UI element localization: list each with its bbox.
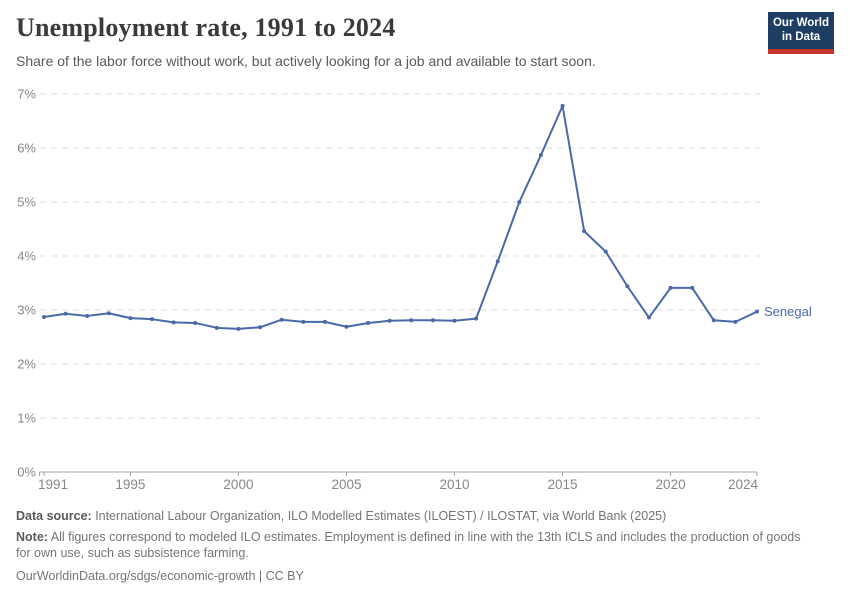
unemployment-line-chart[interactable]: 0% 1% 2% 3% 4% 5% 6% 7% 1991 1995 2000 2005 2010 2015… [0, 80, 850, 505]
data-point[interactable] [258, 325, 263, 330]
note-line: Note: All figures correspond to modeled … [16, 529, 816, 561]
data-point[interactable] [495, 259, 500, 264]
data-point[interactable] [733, 319, 738, 324]
data-point[interactable] [301, 319, 306, 324]
data-point[interactable] [150, 317, 155, 322]
data-point[interactable] [474, 316, 479, 321]
data-point[interactable] [452, 318, 457, 323]
data-point[interactable] [85, 313, 90, 318]
x-axis-tick-label: 2000 [223, 477, 253, 492]
x-axis-tick-label: 2015 [548, 477, 578, 492]
data-point[interactable] [236, 326, 241, 331]
data-point[interactable] [42, 315, 46, 320]
data-point[interactable] [538, 153, 543, 158]
data-point[interactable] [625, 284, 630, 289]
data-point[interactable] [387, 318, 392, 323]
y-axis-tick-label: 1% [17, 411, 36, 426]
note-label: Note: [16, 530, 48, 544]
owid-logo-line2: in Data [781, 30, 821, 43]
y-axis-tick-label: 6% [17, 141, 36, 156]
data-point[interactable] [668, 285, 673, 290]
page-title: Unemployment rate, 1991 to 2024 [16, 13, 396, 42]
x-axis-tick-label: 1995 [115, 477, 145, 492]
y-axis-tick-label: 4% [17, 249, 36, 264]
data-point[interactable] [560, 103, 565, 108]
citation-line: OurWorldinData.org/sdgs/economic-growth … [16, 569, 304, 583]
data-point[interactable] [63, 311, 68, 316]
x-axis-tick-label: 2005 [331, 477, 361, 492]
data-point[interactable] [430, 318, 435, 323]
data-source-line: Data source: International Labour Organi… [16, 508, 816, 524]
owid-logo-line1: Our World [772, 17, 829, 29]
chart-subtitle: Share of the labor force without work, b… [16, 53, 596, 69]
chart-footer: Data source: International Labour Organi… [16, 508, 816, 589]
note-text: All figures correspond to modeled ILO es… [16, 530, 801, 560]
data-point[interactable] [711, 318, 716, 323]
y-axis-tick-label: 2% [17, 357, 36, 372]
data-point[interactable] [106, 311, 111, 316]
data-point[interactable] [279, 317, 284, 322]
data-point[interactable] [517, 200, 522, 204]
data-point[interactable] [128, 316, 133, 321]
x-axis-tick-label: 2020 [656, 477, 686, 492]
data-point[interactable] [603, 249, 608, 254]
data-point[interactable] [193, 320, 198, 325]
owid-logo[interactable]: Our World in Data [768, 12, 834, 54]
y-axis-tick-label: 5% [17, 195, 36, 210]
data-point[interactable] [366, 320, 371, 325]
x-axis-tick-label: 2024 [728, 477, 759, 492]
y-axis-tick-label: 0% [17, 465, 36, 480]
x-axis-tick-label: 2010 [439, 477, 469, 492]
y-axis-tick-label: 7% [17, 87, 36, 102]
data-point[interactable] [171, 320, 176, 325]
data-point[interactable] [690, 285, 695, 290]
x-axis-tick-label: 1991 [38, 477, 68, 492]
series-label-senegal[interactable]: Senegal [764, 304, 812, 319]
data-source-label: Data source: [16, 509, 92, 523]
data-source-text: International Labour Organization, ILO M… [91, 509, 667, 523]
data-point[interactable] [214, 325, 219, 330]
data-point[interactable] [582, 229, 587, 234]
senegal-line[interactable] [43, 104, 758, 330]
y-axis-tick-label: 3% [17, 303, 36, 318]
data-point[interactable] [646, 315, 651, 320]
data-point[interactable] [409, 318, 414, 323]
data-point[interactable] [322, 319, 327, 324]
data-point[interactable] [344, 324, 349, 329]
data-point[interactable] [755, 309, 759, 314]
